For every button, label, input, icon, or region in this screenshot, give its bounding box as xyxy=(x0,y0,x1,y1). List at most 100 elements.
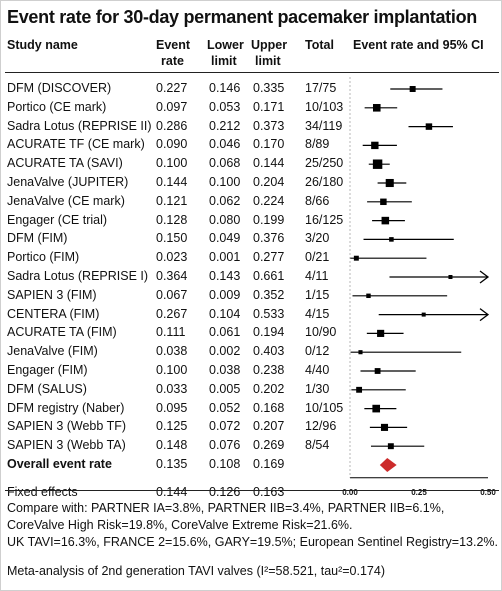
point-estimate-marker xyxy=(385,178,394,188)
event-rate-value: 0.038 xyxy=(156,344,188,359)
total-value: 8/66 xyxy=(305,193,330,208)
study-name: ACURATE TA (SAVI) xyxy=(7,156,123,171)
header-study-name: Study name xyxy=(7,38,78,52)
lower-limit-value: 0.061 xyxy=(209,325,241,340)
total-value: 26/180 xyxy=(305,175,344,189)
total-value: 10/90 xyxy=(305,325,337,340)
fixed-rate-value: 0.144 xyxy=(156,484,188,499)
study-name: SAPIEN 3 (Webb TF) xyxy=(7,419,127,434)
study-name: Sadra Lotus (REPRISE I) xyxy=(7,269,149,283)
point-estimate-marker xyxy=(448,275,453,279)
upper-limit-value: 0.224 xyxy=(253,193,285,208)
total-value: 25/250 xyxy=(305,156,344,171)
upper-limit-value: 0.376 xyxy=(253,231,285,246)
lower-limit-value: 0.146 xyxy=(209,81,241,95)
total-value: 4/40 xyxy=(305,363,330,377)
total-value: 3/20 xyxy=(305,231,330,246)
study-name: SAPIEN 3 (Webb TA) xyxy=(7,438,126,453)
x-tick-label: 0.50 xyxy=(480,488,496,497)
figure-title: Event rate for 30-day permanent pacemake… xyxy=(7,7,477,27)
upper-limit-value: 0.269 xyxy=(253,438,285,453)
compare-line-1: Compare with: PARTNER IA=3.8%, PARTNER I… xyxy=(7,501,445,515)
total-value: 0/12 xyxy=(305,344,330,359)
event-rate-value: 0.148 xyxy=(156,438,188,453)
total-value: 1/30 xyxy=(305,381,330,396)
x-tick-label: 0.25 xyxy=(411,488,427,497)
event-rate-value: 0.111 xyxy=(156,325,186,340)
study-name: JenaValve (JUPITER) xyxy=(7,175,129,189)
event-rate-value: 0.100 xyxy=(156,156,188,171)
event-rate-value: 0.090 xyxy=(156,137,188,152)
lower-limit-value: 0.009 xyxy=(209,287,241,302)
event-rate-value: 0.100 xyxy=(156,363,188,377)
study-name: ACURATE TF (CE mark) xyxy=(7,137,145,152)
upper-limit-value: 0.194 xyxy=(253,325,285,340)
lower-limit-value: 0.053 xyxy=(209,99,241,114)
upper-limit-value: 0.169 xyxy=(253,457,285,471)
lower-limit-value: 0.038 xyxy=(209,363,241,377)
event-rate-value: 0.128 xyxy=(156,212,188,227)
upper-limit-value: 0.170 xyxy=(253,137,285,152)
header-upper-limit-line1: Upper xyxy=(251,38,288,52)
event-rate-value: 0.033 xyxy=(156,381,188,396)
header-event-rate-ci: Event rate and 95% CI xyxy=(353,38,484,52)
total-value: 17/75 xyxy=(305,81,337,95)
event-rate-value: 0.144 xyxy=(156,175,188,189)
lower-limit-value: 0.068 xyxy=(209,156,241,171)
point-estimate-marker xyxy=(356,386,363,393)
upper-limit-value: 0.661 xyxy=(253,269,285,283)
event-rate-value: 0.121 xyxy=(156,193,188,208)
study-name: DFM (DISCOVER) xyxy=(7,81,112,95)
point-estimate-marker xyxy=(366,293,371,299)
event-rate-value: 0.227 xyxy=(156,81,188,95)
study-name: Engager (FIM) xyxy=(7,363,88,377)
lower-limit-value: 0.100 xyxy=(209,175,241,189)
x-tick-label: 0.00 xyxy=(342,488,358,497)
ci-arrow xyxy=(479,308,490,322)
upper-limit-value: 0.202 xyxy=(253,381,285,396)
point-estimate-marker xyxy=(372,404,381,413)
study-name: Portico (FIM) xyxy=(7,250,80,265)
ci-arrow xyxy=(479,270,490,284)
point-estimate-marker xyxy=(371,141,379,150)
fixed-effects-label: Fixed effects xyxy=(7,484,78,499)
upper-limit-value: 0.403 xyxy=(253,344,285,359)
point-estimate-marker xyxy=(372,159,383,169)
total-value: 4/15 xyxy=(305,306,330,321)
meta-analysis-caption: Meta-analysis of 2nd generation TAVI val… xyxy=(7,564,385,578)
total-value: 0/21 xyxy=(305,250,330,265)
upper-limit-value: 0.207 xyxy=(253,419,285,434)
lower-limit-value: 0.080 xyxy=(209,212,241,227)
study-name: Engager (CE trial) xyxy=(7,212,108,227)
event-rate-value: 0.364 xyxy=(156,269,188,283)
point-estimate-marker xyxy=(380,423,389,431)
upper-limit-value: 0.335 xyxy=(253,81,285,95)
upper-limit-value: 0.352 xyxy=(253,287,285,302)
upper-limit-value: 0.373 xyxy=(253,118,285,133)
event-rate-value: 0.135 xyxy=(156,457,188,471)
event-rate-value: 0.125 xyxy=(156,419,188,434)
point-estimate-marker xyxy=(389,237,394,242)
study-name: JenaValve (CE mark) xyxy=(7,193,125,208)
header-event-rate-line2: rate xyxy=(161,54,184,68)
upper-limit-value: 0.144 xyxy=(253,156,285,171)
total-value: 10/103 xyxy=(305,99,344,114)
lower-limit-value: 0.104 xyxy=(209,306,241,321)
point-estimate-marker xyxy=(409,86,416,92)
point-estimate-marker xyxy=(358,350,363,355)
lower-limit-value: 0.052 xyxy=(209,400,241,415)
event-rate-value: 0.097 xyxy=(156,99,188,114)
lower-limit-value: 0.001 xyxy=(209,250,241,265)
event-rate-value: 0.267 xyxy=(156,306,188,321)
lower-limit-value: 0.049 xyxy=(209,231,241,246)
lower-limit-value: 0.062 xyxy=(209,193,241,208)
total-value: 8/89 xyxy=(305,137,330,152)
header-lower-limit-line1: Lower xyxy=(207,38,244,52)
point-estimate-marker xyxy=(381,216,390,225)
upper-limit-value: 0.277 xyxy=(253,250,285,265)
total-value: 16/125 xyxy=(305,212,344,227)
lower-limit-value: 0.143 xyxy=(209,269,241,283)
upper-limit-value: 0.204 xyxy=(253,175,285,189)
